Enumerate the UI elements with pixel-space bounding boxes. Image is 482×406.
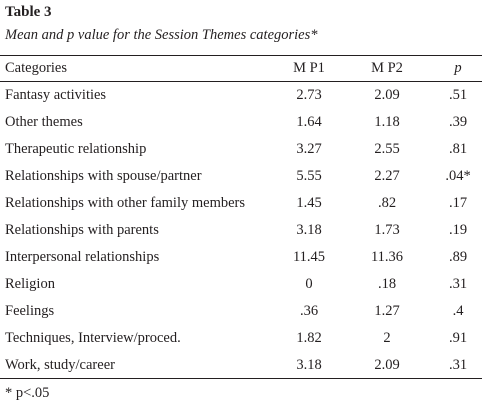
value-cell: 1.73: [374, 222, 400, 238]
category-cell: Feelings: [5, 303, 55, 319]
value-cell: .19: [448, 222, 468, 238]
header-rule: [0, 81, 482, 82]
category-cell: Interpersonal relationships: [5, 249, 160, 265]
value-cell: 3.27: [296, 141, 322, 157]
value-cell: .36: [299, 303, 319, 319]
category-cell: Fantasy activities: [5, 87, 107, 103]
value-cell: .04*: [445, 168, 471, 184]
value-cell: 11.45: [292, 249, 326, 265]
value-cell: 2.55: [374, 141, 400, 157]
table-title: Table 3: [5, 4, 52, 20]
footnote: * p<.05: [5, 385, 50, 401]
category-cell: Relationships with spouse/partner: [5, 168, 202, 184]
category-cell: Work, study/career: [5, 357, 115, 373]
header-cell: M P1: [293, 60, 325, 76]
value-cell: .31: [448, 357, 468, 373]
value-cell: .91: [448, 330, 468, 346]
value-cell: 2.09: [374, 87, 400, 103]
value-cell: .89: [448, 249, 468, 265]
value-cell: 1.64: [296, 114, 322, 130]
value-cell: .18: [377, 276, 397, 292]
category-cell: Relationships with other family members: [5, 195, 246, 211]
header-cell: p: [454, 60, 462, 76]
value-cell: 5.55: [296, 168, 322, 184]
value-cell: .4: [452, 303, 464, 319]
value-cell: 11.36: [370, 249, 404, 265]
category-cell: Therapeutic relationship: [5, 141, 147, 157]
value-cell: 2: [383, 330, 391, 346]
value-cell: .81: [448, 141, 468, 157]
value-cell: 1.27: [374, 303, 400, 319]
value-cell: 2.73: [296, 87, 322, 103]
table-subtitle: Mean and p value for the Session Themes …: [5, 27, 318, 43]
top-rule: [0, 55, 482, 56]
bottom-rule: [0, 378, 482, 379]
value-cell: .17: [448, 195, 468, 211]
category-cell: Other themes: [5, 114, 83, 130]
header-cell: M P2: [371, 60, 403, 76]
value-cell: 0: [305, 276, 313, 292]
value-cell: 2.27: [374, 168, 400, 184]
value-cell: .39: [448, 114, 468, 130]
value-cell: 3.18: [296, 357, 322, 373]
value-cell: 2.09: [374, 357, 400, 373]
value-cell: .31: [448, 276, 468, 292]
value-cell: .51: [448, 87, 468, 103]
header-cell: Categories: [5, 60, 68, 76]
category-cell: Techniques, Interview/proced.: [5, 330, 181, 346]
category-cell: Religion: [5, 276, 55, 292]
value-cell: 1.45: [296, 195, 322, 211]
value-cell: 1.82: [296, 330, 322, 346]
value-cell: 3.18: [296, 222, 322, 238]
value-cell: 1.18: [374, 114, 400, 130]
value-cell: .82: [377, 195, 397, 211]
category-cell: Relationships with parents: [5, 222, 159, 238]
